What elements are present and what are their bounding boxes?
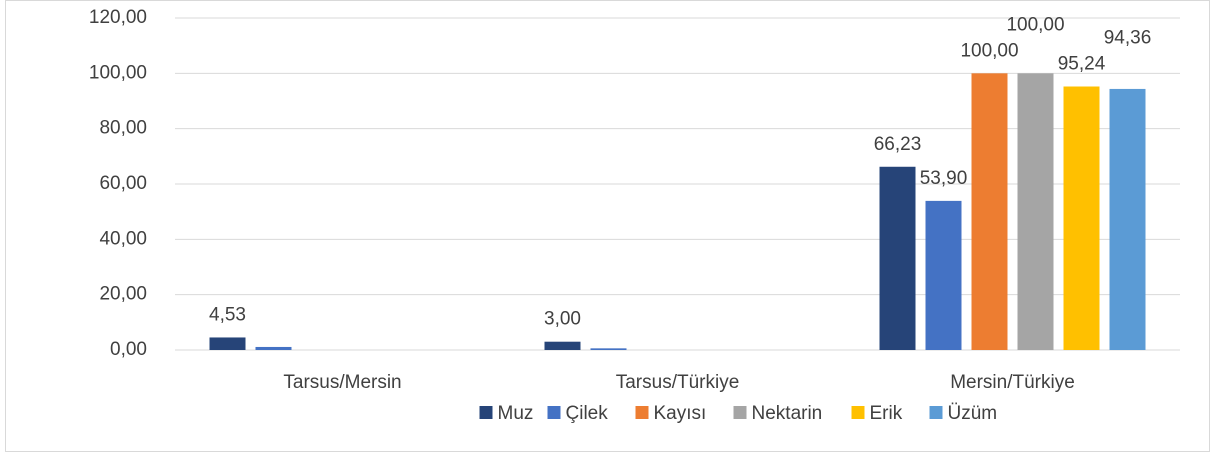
y-tick-label: 100,00 — [89, 62, 147, 83]
bar — [255, 346, 292, 350]
y-tick-label: 20,00 — [99, 284, 147, 305]
bar — [971, 73, 1008, 350]
legend-swatch — [929, 406, 943, 419]
data-label: 94,36 — [1104, 28, 1152, 49]
data-label: 3,00 — [544, 309, 581, 330]
legend-label: Nektarin — [752, 403, 823, 424]
legend-swatch — [851, 406, 865, 419]
bar — [925, 200, 962, 350]
legend-swatch — [733, 406, 747, 419]
bar — [1017, 73, 1054, 350]
bar — [209, 337, 246, 350]
x-tick-label: Tarsus/Türkiye — [616, 372, 740, 393]
data-label: 53,90 — [920, 168, 968, 189]
data-label: 4,53 — [209, 304, 246, 325]
y-tick-label: 0,00 — [110, 339, 147, 360]
bar — [1063, 86, 1100, 350]
legend-swatch — [547, 406, 561, 419]
bar — [544, 341, 581, 350]
y-tick-label: 120,00 — [89, 7, 147, 28]
legend-swatch — [479, 406, 493, 419]
bar — [590, 348, 627, 350]
data-label: 95,24 — [1058, 54, 1106, 75]
bar — [879, 166, 916, 350]
data-label: 100,00 — [960, 40, 1018, 61]
data-label: 66,23 — [874, 134, 922, 155]
y-tick-label: 80,00 — [99, 118, 147, 139]
x-tick-label: Mersin/Türkiye — [950, 372, 1075, 393]
bar — [1109, 88, 1146, 351]
legend-label: Çilek — [566, 403, 609, 424]
y-tick-label: 60,00 — [99, 173, 147, 194]
x-tick-label: Tarsus/Mersin — [283, 372, 401, 393]
legend-label: Kayısı — [654, 403, 707, 424]
y-tick-label: 40,00 — [99, 228, 147, 249]
legend-label: Üzüm — [948, 403, 998, 424]
chart-frame — [5, 0, 1210, 452]
legend-label: Erik — [870, 403, 903, 424]
legend-swatch — [635, 406, 649, 419]
legend-label: Muz — [498, 403, 534, 424]
data-label: 100,00 — [1006, 14, 1064, 35]
